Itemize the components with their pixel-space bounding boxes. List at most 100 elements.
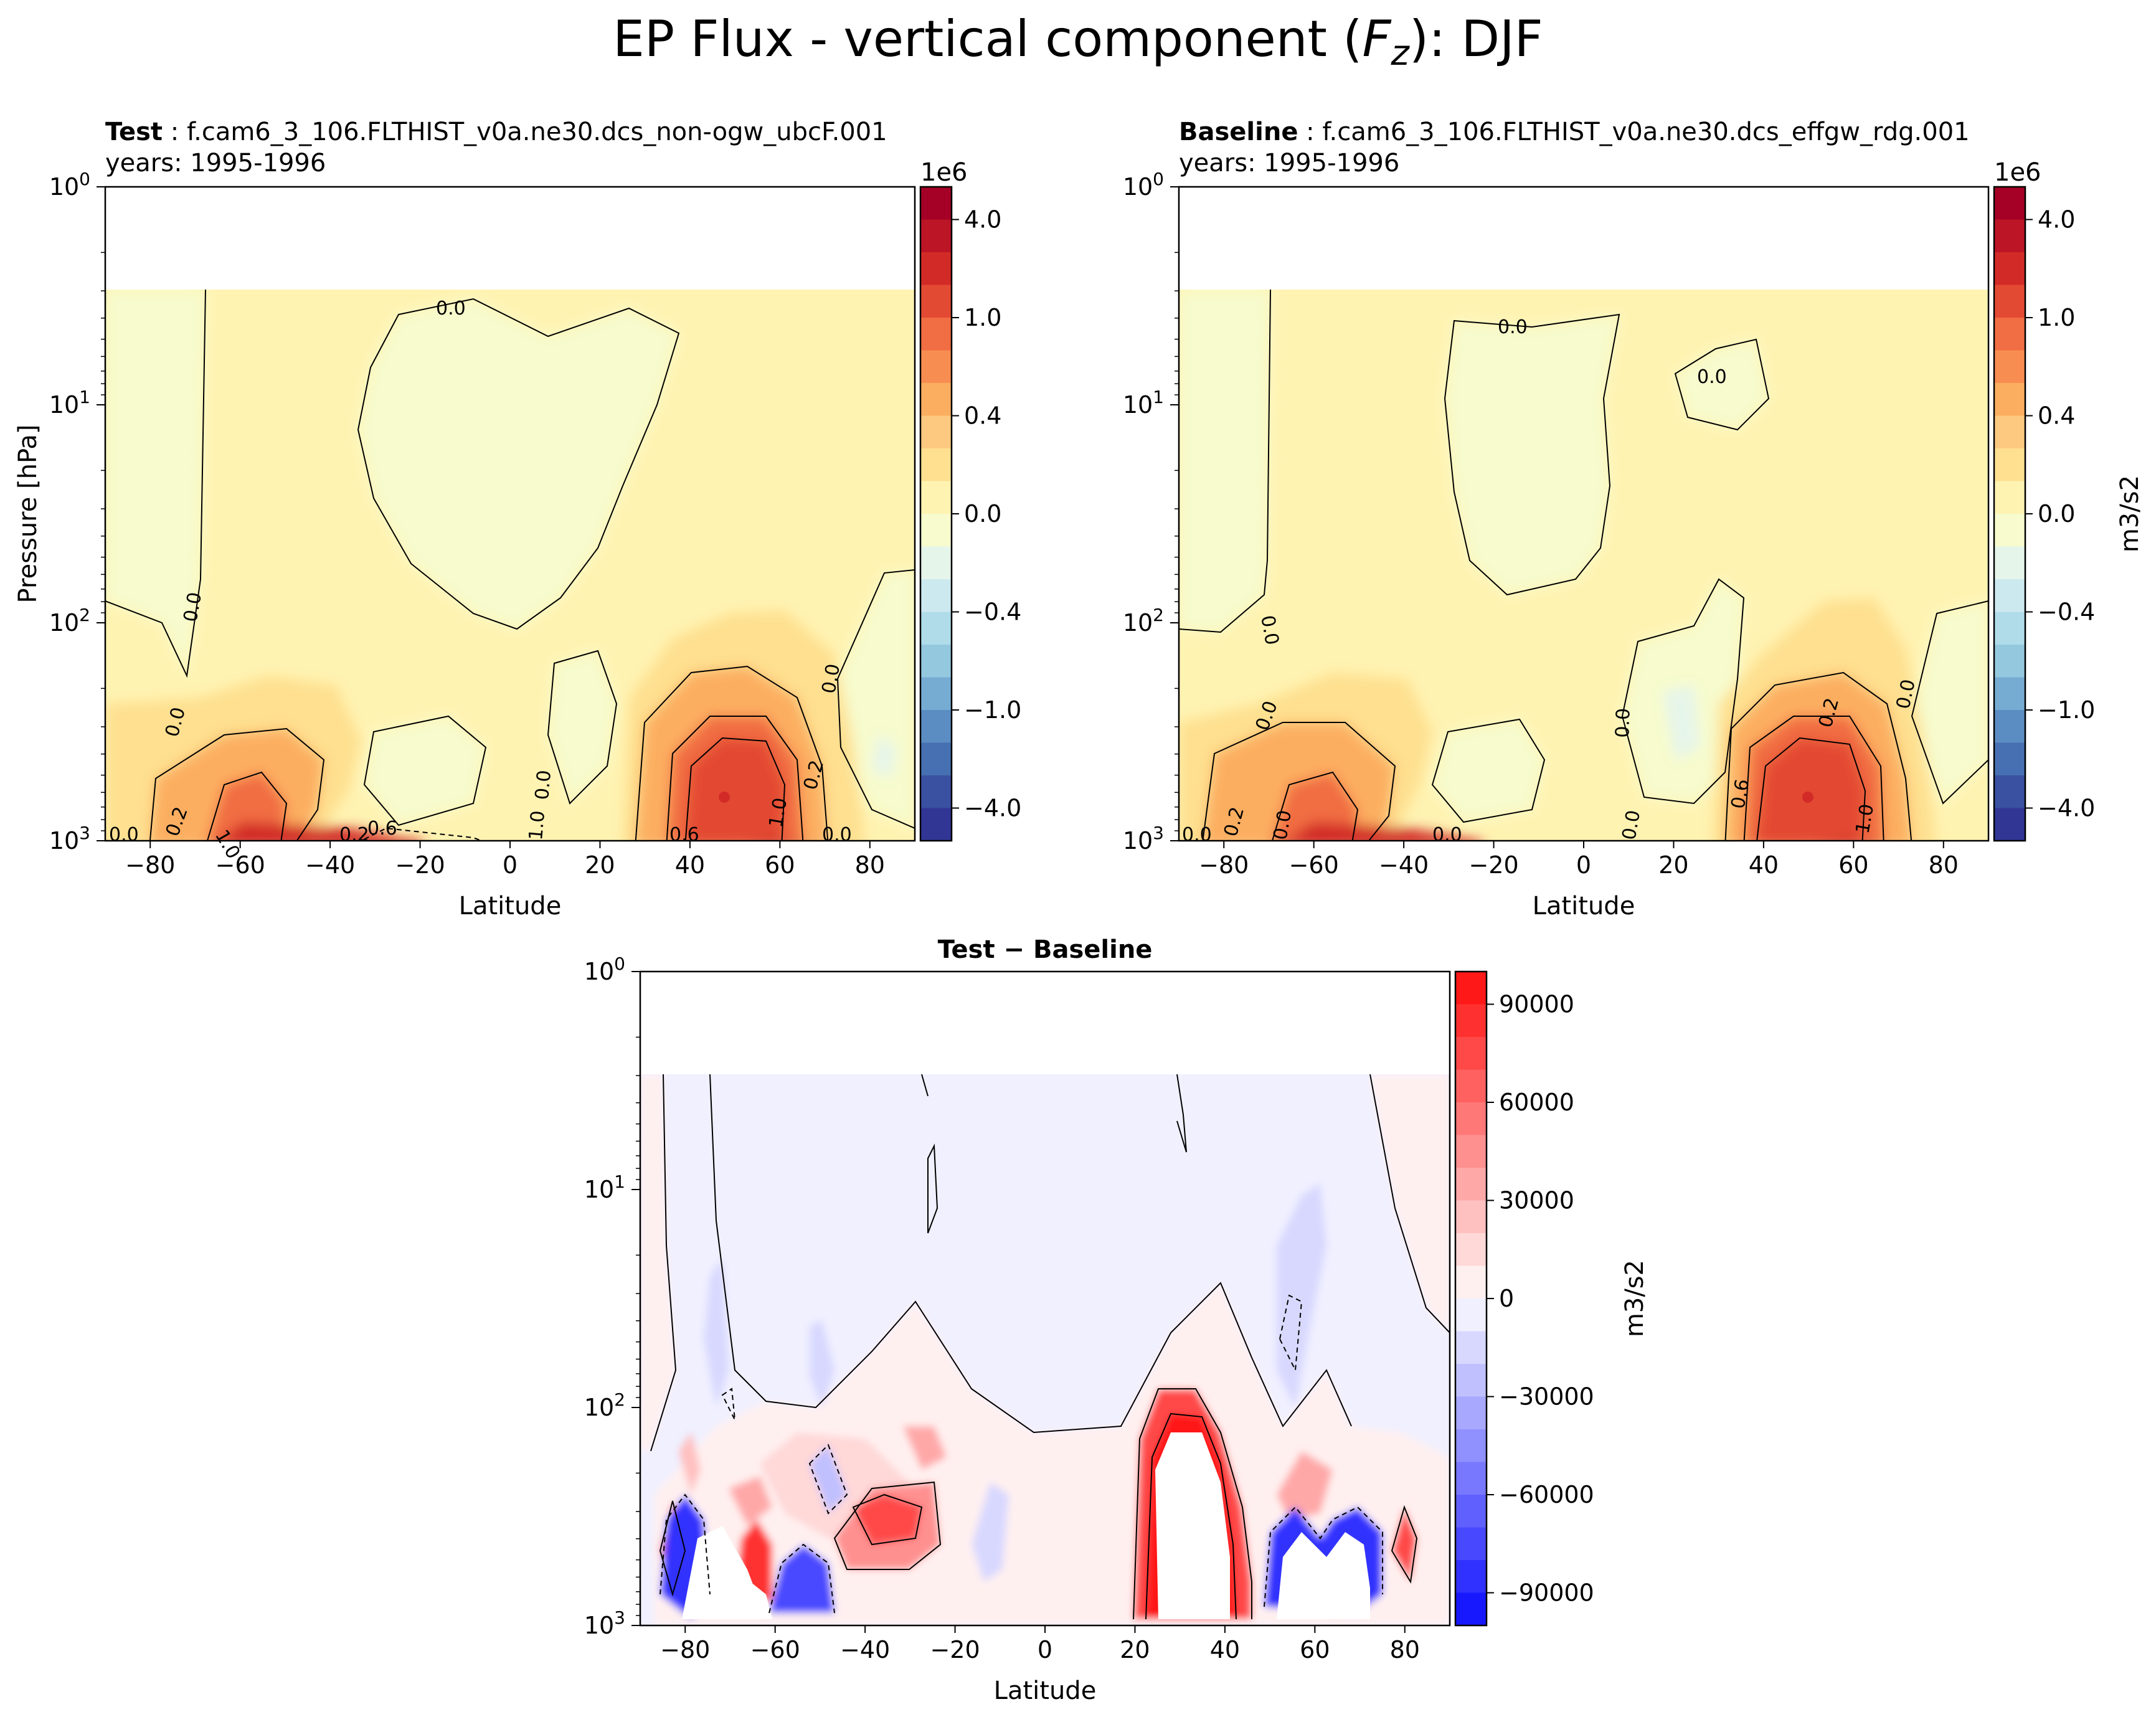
x-tick-label: 0 [1038,1636,1052,1663]
panel-baseline-axes: −80 −60 −40 −20 0 20 40 60 80 103 102 101 100 [1123,169,1959,879]
colorbar-swatch [1455,1592,1487,1626]
panel-diff-title: Test − Baseline [938,935,1153,964]
x-tick-label: 60 [1838,851,1868,879]
svg-text:0.0: 0.0 [1697,366,1727,388]
x-tick-label: −40 [1379,851,1429,879]
svg-text:0.0: 0.0 [436,298,466,319]
panel-test-xlabel: Latitude [459,892,562,920]
panel-diff-axes: −80 −60 −40 −20 0 20 40 60 80 103 102 101 100 [584,953,1420,1663]
panel-diff-field [640,972,1450,1625]
colorbar-tick-label: −4.0 [964,795,1021,822]
colorbar-swatch [1994,252,2025,286]
x-tick-label: 40 [1210,1636,1240,1663]
x-tick-label: 20 [1120,1636,1150,1663]
svg-text:0.0: 0.0 [822,824,852,846]
x-tick-label: 20 [1658,851,1688,879]
colorbar-swatch [1994,645,2025,678]
colorbar-swatch [920,252,952,286]
colorbar-diff: 90000 60000 30000 0 −30000 −60000 −90000 [1454,970,1594,1627]
x-tick-label: −40 [305,851,355,879]
x-tick-label: 0 [1576,851,1591,879]
y-tick-label: 101 [584,1171,625,1203]
svg-text:0.0: 0.0 [1498,316,1528,338]
panel-test-years: years: 1995-1996 [105,149,326,177]
colorbar-swatch [1994,514,2025,547]
colorbar-swatch [1455,972,1487,1005]
colorbar-tick-label: 1.0 [2038,304,2075,331]
svg-text:0.0: 0.0 [1269,808,1296,841]
colorbar-swatch [920,808,952,841]
colorbar-swatch [1455,1560,1487,1594]
colorbar-swatch [920,285,952,318]
colorbar-swatch [920,742,952,776]
svg-text:0.6: 0.6 [367,818,397,840]
colorbar-swatch [1994,710,2025,744]
colorbar-tick-label: 0.4 [964,402,1001,430]
svg-text:0.0: 0.0 [109,824,139,846]
colorbar-swatch [1455,1299,1487,1332]
svg-text:0.0: 0.0 [1618,808,1645,841]
y-tick-label: 102 [49,605,90,636]
colorbar-tick-label: −90000 [1499,1579,1594,1607]
x-tick-label: 40 [1749,851,1779,879]
colorbar-tick-label: 60000 [1499,1089,1574,1116]
colorbar-swatch [1455,1527,1487,1561]
x-tick-label: −40 [840,1636,890,1663]
colorbar-swatch [1994,415,2025,449]
x-tick-label: 60 [765,851,795,879]
panel-diff: Test − Baseline [584,935,1451,1705]
panel-test-ylabel: Pressure [hPa] [14,425,42,603]
colorbar-tick-label: 0.0 [964,500,1001,527]
colorbar-swatch [920,710,952,744]
x-tick-label: 80 [855,851,885,879]
colorbar-tick-label: 4.0 [964,206,1001,234]
panel-test: Test : f.cam6_3_106.FLTHIST_v0a.ne30.dcs… [14,118,916,920]
y-tick-label: 103 [49,823,90,854]
colorbar-tick-label: 90000 [1499,991,1574,1018]
x-tick-label: 20 [585,851,615,879]
x-tick-label: 80 [1929,851,1959,879]
colorbar-tick-label: −30000 [1499,1383,1594,1411]
colorbar-swatch [920,187,952,220]
colorbar-swatch [1455,1168,1487,1201]
panel-baseline-xlabel: Latitude [1533,892,1635,920]
x-tick-label: −80 [660,1636,710,1663]
colorbar-test-offset: 1e6 [920,158,968,187]
colorbar-swatch [1994,448,2025,482]
panel-test-axes: −80 −60 −40 −20 0 20 40 60 80 103 102 101 100 [49,169,885,879]
colorbar-tick-label: −0.4 [2038,598,2095,626]
x-tick-label: −60 [1289,851,1339,879]
panel-test-field [105,187,915,841]
colorbar-swatch [1455,1331,1487,1365]
colorbar-test: 4.0 1.0 0.4 0.0 −0.4 −1.0 −4.0 [919,186,1021,842]
colorbar-swatch [1994,318,2025,351]
y-tick-label: 103 [584,1607,625,1639]
svg-text:0.0: 0.0 [818,662,844,695]
colorbar-swatch [1994,579,2025,613]
colorbar-swatch [1455,1069,1487,1103]
colorbar-swatch [1994,350,2025,384]
colorbar-swatch [1994,742,2025,776]
x-tick-label: −80 [1199,851,1249,879]
y-tick-label: 103 [1123,823,1164,854]
colorbar-tick-label: −60000 [1499,1481,1594,1508]
panel-diff-xlabel: Latitude [994,1677,1097,1705]
svg-text:0.0: 0.0 [1182,824,1212,846]
colorbar-swatch [920,579,952,613]
svg-text:0.0: 0.0 [179,590,206,623]
colorbar-swatch [1455,1102,1487,1136]
colorbar-tick-label: 30000 [1499,1187,1574,1214]
y-tick-label: 100 [49,169,90,201]
colorbar-swatch [920,383,952,417]
x-tick-label: −20 [395,851,445,879]
colorbar-tick-label: −0.4 [964,598,1021,626]
colorbar-swatch [920,612,952,645]
colorbar-swatch [1455,1495,1487,1528]
colorbar-baseline-offset: 1e6 [1994,158,2041,187]
x-tick-label: −80 [125,851,175,879]
colorbar-tick-label: −1.0 [2038,696,2095,724]
colorbar-swatch [1994,219,2025,253]
colorbar-swatch [1455,1037,1487,1071]
y-tick-label: 101 [49,387,90,419]
svg-text:0.0: 0.0 [531,769,556,801]
